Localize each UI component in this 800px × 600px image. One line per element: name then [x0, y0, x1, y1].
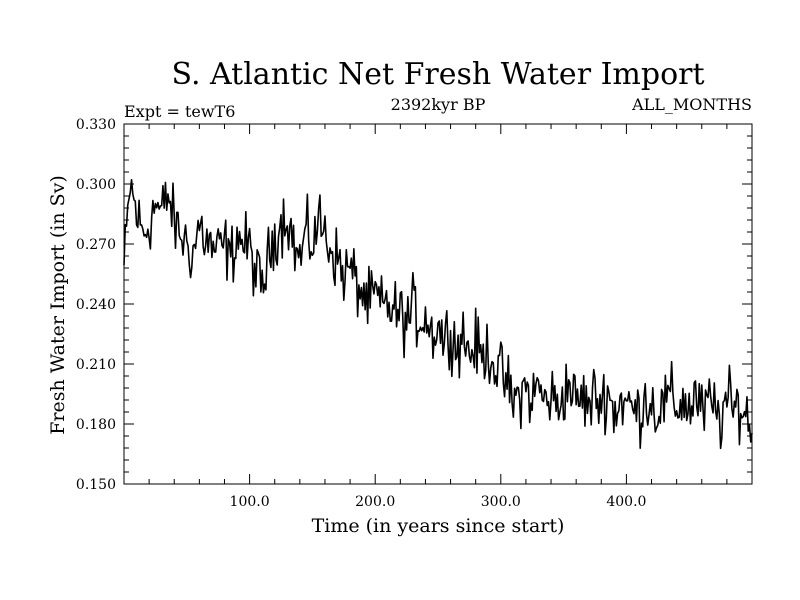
x-axis-label: Time (in years since start) — [312, 515, 565, 537]
y-tick-label: 0.210 — [76, 357, 116, 373]
x-tick-label: 100.0 — [230, 494, 270, 510]
y-tick-label: 0.180 — [76, 417, 116, 433]
chart-title: S. Atlantic Net Fresh Water Import — [171, 57, 704, 92]
y-tick-label: 0.270 — [76, 237, 116, 253]
y-axis-label: Fresh Water Import (in Sv) — [47, 175, 69, 435]
plot-frame — [123, 123, 753, 485]
series-line-fresh-water-import — [123, 179, 753, 450]
y-tick-label: 0.300 — [76, 177, 116, 193]
x-tick-label: 200.0 — [355, 494, 395, 510]
y-tick-label: 0.240 — [76, 297, 116, 313]
subtitle-center: 2392kyr BP — [391, 95, 486, 114]
x-tick-label: 400.0 — [606, 494, 646, 510]
subtitle-left: Expt = tewT6 — [124, 102, 235, 121]
subtitle-right: ALL_MONTHS — [631, 95, 752, 114]
y-tick-label: 0.150 — [76, 477, 116, 493]
y-tick-label: 0.330 — [76, 117, 116, 133]
x-tick-label: 300.0 — [481, 494, 521, 510]
